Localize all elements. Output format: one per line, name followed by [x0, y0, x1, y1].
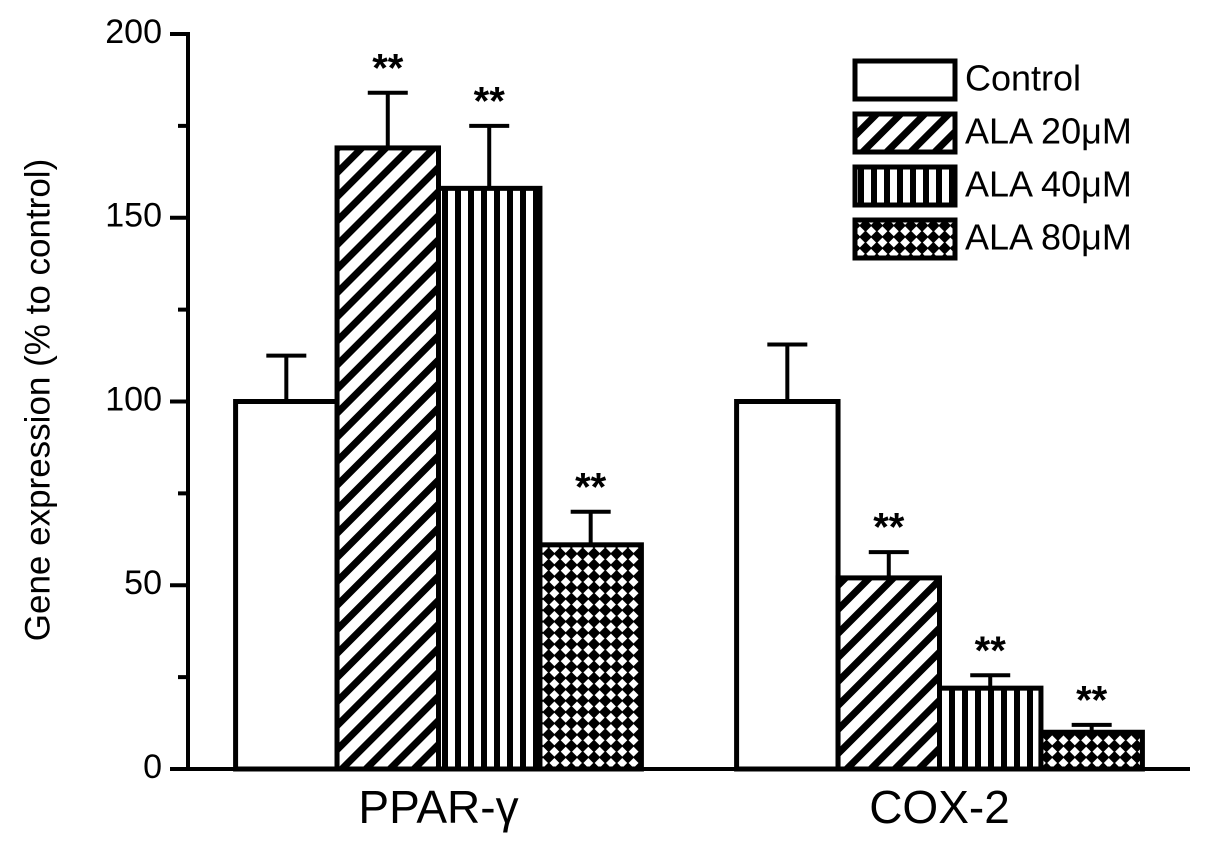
x-tick-label: COX-2	[869, 781, 1010, 833]
bar	[537, 542, 644, 772]
legend-swatch	[852, 164, 958, 208]
significance-label: **	[975, 629, 1007, 673]
legend-swatch	[852, 111, 958, 155]
y-tick-label: 100	[105, 380, 162, 418]
legend-label: ALA 80μM	[965, 217, 1132, 258]
significance-label: **	[474, 79, 506, 123]
legend-label: ALA 20μM	[965, 111, 1132, 152]
bar	[1038, 729, 1145, 772]
significance-label: **	[575, 465, 607, 509]
legend-swatch	[852, 217, 958, 261]
y-tick-label: 150	[105, 197, 162, 235]
bar	[734, 399, 841, 772]
y-tick-label: 0	[143, 748, 162, 786]
y-axis-label: Gene expression (% to control)	[18, 159, 57, 641]
bar	[334, 145, 441, 772]
legend-label: ALA 40μM	[965, 164, 1132, 205]
y-tick-label: 50	[124, 564, 162, 602]
bar	[233, 399, 340, 772]
y-tick-label: 200	[105, 13, 162, 51]
significance-label: **	[1076, 678, 1108, 722]
bar	[937, 685, 1044, 772]
x-tick-label: PPAR-γ	[358, 781, 518, 833]
bar	[436, 185, 543, 772]
legend-label: Control	[965, 58, 1081, 99]
significance-label: **	[873, 506, 905, 550]
significance-label: **	[372, 46, 404, 90]
bar	[835, 575, 942, 772]
legend-swatch	[852, 58, 958, 102]
